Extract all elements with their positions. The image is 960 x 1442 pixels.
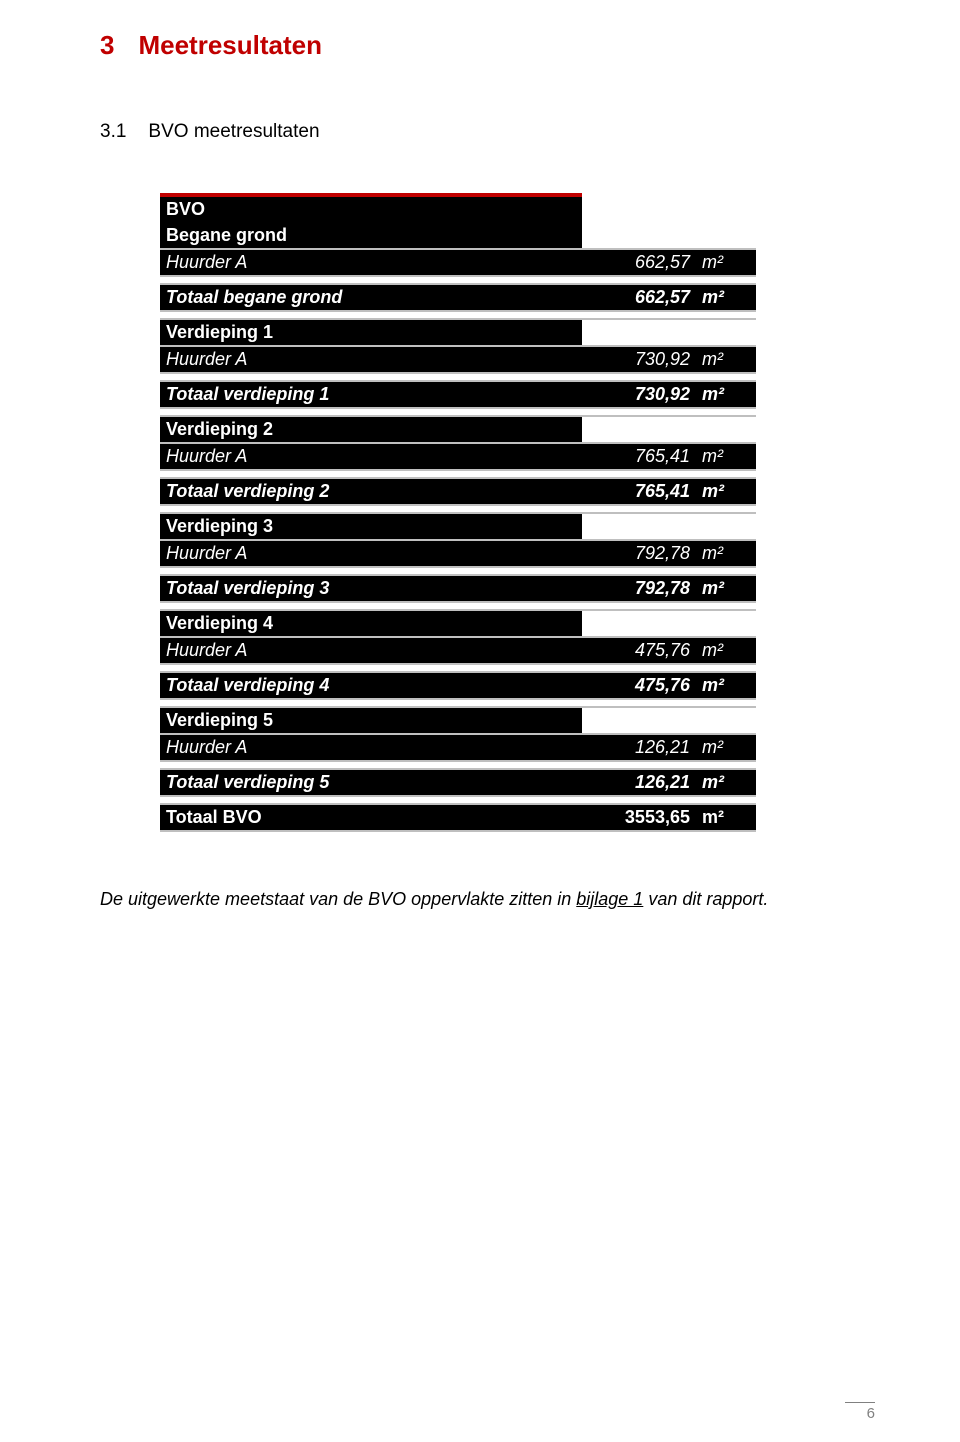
page: 3 Meetresultaten 3.1 BVO meetresultaten … — [0, 0, 960, 1442]
total-label: Totaal verdieping 5 — [160, 769, 582, 796]
section-header-row: Verdieping 4 — [160, 610, 756, 637]
spacer-row — [160, 311, 756, 319]
total-label: Totaal verdieping 1 — [160, 381, 582, 408]
detail-value: 730,92 — [582, 346, 698, 373]
detail-label: Huurder A — [160, 443, 582, 470]
detail-unit: m² — [698, 346, 756, 373]
spacer-row — [160, 276, 756, 284]
detail-unit: m² — [698, 637, 756, 664]
section-header: Verdieping 2 — [160, 416, 582, 443]
detail-row: Huurder A 792,78 m² — [160, 540, 756, 567]
total-value: 730,92 — [582, 381, 698, 408]
spacer-row — [160, 505, 756, 513]
total-label: Totaal verdieping 4 — [160, 672, 582, 699]
section-header-row: Verdieping 2 — [160, 416, 756, 443]
spacer-row — [160, 664, 756, 672]
detail-row: Huurder A 662,57 m² — [160, 249, 756, 276]
detail-label: Huurder A — [160, 249, 582, 276]
detail-value: 792,78 — [582, 540, 698, 567]
section-header: Begane grond — [160, 222, 582, 249]
footnote-post: van dit rapport. — [643, 889, 768, 909]
spacer-row — [160, 699, 756, 707]
detail-label: Huurder A — [160, 734, 582, 761]
footnote: De uitgewerkte meetstaat van de BVO oppe… — [100, 887, 875, 911]
detail-value: 662,57 — [582, 249, 698, 276]
spacer-row — [160, 602, 756, 610]
detail-unit: m² — [698, 734, 756, 761]
total-unit: m² — [698, 575, 756, 602]
footnote-pre: De uitgewerkte meetstaat van de BVO oppe… — [100, 889, 576, 909]
table-title: BVO — [160, 195, 582, 222]
section-header: Verdieping 4 — [160, 610, 582, 637]
detail-unit: m² — [698, 443, 756, 470]
detail-row: Huurder A 475,76 m² — [160, 637, 756, 664]
section-header: Verdieping 1 — [160, 319, 582, 346]
total-label: Totaal verdieping 3 — [160, 575, 582, 602]
spacer-row — [160, 567, 756, 575]
total-value: 662,57 — [582, 284, 698, 311]
total-label: Totaal verdieping 2 — [160, 478, 582, 505]
total-row: Totaal verdieping 4 475,76 m² — [160, 672, 756, 699]
section-header: Verdieping 3 — [160, 513, 582, 540]
table-title-row: BVO — [160, 195, 756, 222]
grand-total-row: Totaal BVO 3553,65 m² — [160, 804, 756, 831]
detail-value: 765,41 — [582, 443, 698, 470]
total-row: Totaal verdieping 5 126,21 m² — [160, 769, 756, 796]
detail-unit: m² — [698, 540, 756, 567]
detail-unit: m² — [698, 249, 756, 276]
section-header-row: Begane grond — [160, 222, 756, 249]
total-value: 792,78 — [582, 575, 698, 602]
spacer-row — [160, 408, 756, 416]
detail-label: Huurder A — [160, 637, 582, 664]
detail-label: Huurder A — [160, 346, 582, 373]
detail-value: 475,76 — [582, 637, 698, 664]
total-unit: m² — [698, 284, 756, 311]
section-header-row: Verdieping 1 — [160, 319, 756, 346]
spacer-row — [160, 761, 756, 769]
detail-row: Huurder A 730,92 m² — [160, 346, 756, 373]
total-unit: m² — [698, 381, 756, 408]
section-header-row: Verdieping 3 — [160, 513, 756, 540]
total-row: Totaal verdieping 1 730,92 m² — [160, 381, 756, 408]
heading-1-text: Meetresultaten — [138, 30, 322, 61]
detail-label: Huurder A — [160, 540, 582, 567]
total-unit: m² — [698, 478, 756, 505]
total-label: Totaal begane grond — [160, 284, 582, 311]
total-row: Totaal verdieping 2 765,41 m² — [160, 478, 756, 505]
total-unit: m² — [698, 769, 756, 796]
bvo-table: BVO Begane grond Huurder A 662,57 m² Tot… — [160, 193, 756, 832]
page-number: 6 — [845, 1402, 875, 1422]
total-value: 475,76 — [582, 672, 698, 699]
heading-2-number: 3.1 — [100, 121, 126, 143]
heading-1: 3 Meetresultaten — [100, 30, 875, 61]
heading-2-text: BVO meetresultaten — [148, 121, 319, 143]
footnote-link: bijlage 1 — [576, 889, 643, 909]
heading-2: 3.1 BVO meetresultaten — [100, 121, 875, 143]
total-value: 126,21 — [582, 769, 698, 796]
detail-row: Huurder A 765,41 m² — [160, 443, 756, 470]
detail-row: Huurder A 126,21 m² — [160, 734, 756, 761]
spacer-row — [160, 470, 756, 478]
section-header-row: Verdieping 5 — [160, 707, 756, 734]
section-header: Verdieping 5 — [160, 707, 582, 734]
total-row: Totaal verdieping 3 792,78 m² — [160, 575, 756, 602]
total-row: Totaal begane grond 662,57 m² — [160, 284, 756, 311]
grand-total-value: 3553,65 — [582, 804, 698, 831]
heading-1-number: 3 — [100, 30, 114, 61]
grand-total-label: Totaal BVO — [160, 804, 582, 831]
grand-total-unit: m² — [698, 804, 756, 831]
total-unit: m² — [698, 672, 756, 699]
spacer-row — [160, 796, 756, 804]
detail-value: 126,21 — [582, 734, 698, 761]
results-table: BVO Begane grond Huurder A 662,57 m² Tot… — [160, 193, 756, 832]
spacer-row — [160, 373, 756, 381]
total-value: 765,41 — [582, 478, 698, 505]
